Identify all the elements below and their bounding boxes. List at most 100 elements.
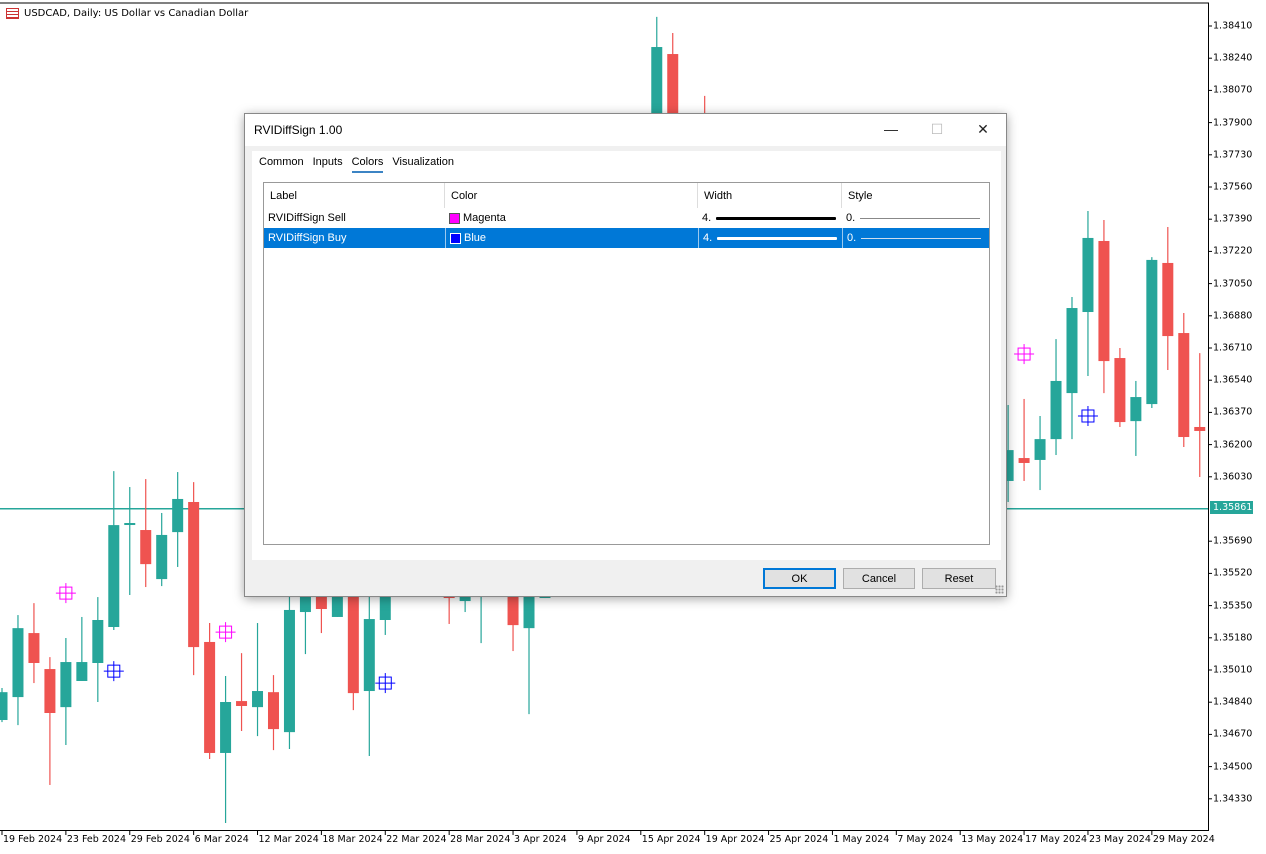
time-tick-label: 19 Feb 2024	[3, 834, 63, 845]
time-tick-label: 3 Apr 2024	[514, 834, 567, 845]
width-preview-line	[717, 236, 838, 240]
candle	[0, 687, 8, 723]
dialog-panel: Common Inputs Colors Visualization Label…	[252, 151, 1001, 560]
price-tick-label: 1.35180	[1213, 632, 1253, 644]
chart-window-icon	[6, 8, 19, 19]
candle	[124, 487, 136, 595]
dialog-title: RVIDiffSign 1.00	[254, 123, 343, 137]
width-value: 4.	[702, 212, 712, 224]
time-tick-label: 18 Mar 2024	[322, 834, 383, 845]
time-tick-label: 29 May 2024	[1152, 834, 1215, 845]
candle	[267, 675, 279, 751]
column-header-color[interactable]: Color	[445, 183, 698, 208]
indicator-properties-dialog: RVIDiffSign 1.00 — ☐ ✕ Common Inputs Col…	[244, 113, 1007, 597]
price-tick-label: 1.35010	[1213, 664, 1253, 676]
width-select[interactable]: 4.	[698, 228, 842, 248]
candle-body	[1146, 259, 1158, 405]
candle-body	[108, 525, 120, 628]
candle-body	[1162, 262, 1174, 337]
candle	[140, 479, 152, 588]
candle-body	[156, 534, 168, 580]
tab-colors[interactable]: Colors	[351, 155, 384, 173]
column-header-style[interactable]: Style	[848, 189, 873, 202]
candle-body	[1018, 458, 1030, 463]
candle-body	[28, 633, 40, 663]
maximize-button: ☐	[930, 120, 944, 137]
time-tick-label: 13 May 2024	[961, 834, 1024, 845]
candle	[156, 512, 168, 587]
buy-signal-marker	[375, 673, 396, 694]
candle-body	[188, 501, 200, 648]
candle-body	[236, 701, 248, 706]
candle-body	[283, 609, 295, 733]
width-preview-line	[716, 216, 837, 220]
time-tick-label: 19 Apr 2024	[705, 834, 765, 845]
candle	[92, 597, 104, 703]
time-tick-label: 1 May 2024	[833, 834, 890, 845]
candle	[76, 616, 88, 681]
reset-button[interactable]: Reset	[922, 568, 996, 589]
candle-body	[1050, 380, 1062, 440]
candle-body	[76, 662, 88, 681]
candle	[347, 575, 359, 711]
candle-body	[1066, 308, 1078, 394]
time-tick-label: 22 Mar 2024	[386, 834, 447, 845]
candle	[1018, 398, 1030, 481]
cancel-button[interactable]: Cancel	[843, 568, 915, 589]
candle-body	[363, 619, 375, 692]
candle	[1162, 226, 1174, 370]
tab-common[interactable]: Common	[259, 156, 304, 168]
close-button[interactable]: ✕	[977, 120, 989, 137]
candle-body	[1034, 439, 1046, 460]
price-tick-label: 1.37390	[1213, 213, 1253, 225]
width-select[interactable]: 4.	[698, 208, 842, 228]
candle-body	[204, 641, 216, 753]
candle-body	[1082, 237, 1094, 313]
dialog-titlebar[interactable]: RVIDiffSign 1.00 — ☐ ✕	[245, 114, 1006, 146]
sell-signal-marker	[215, 622, 236, 643]
color-swatch-icon	[449, 212, 460, 224]
minimize-button[interactable]: —	[884, 121, 898, 137]
style-value: 0.	[847, 232, 857, 244]
time-tick-label: 17 May 2024	[1025, 834, 1088, 845]
price-tick-label: 1.34330	[1213, 793, 1253, 805]
price-tick-label: 1.35690	[1213, 535, 1253, 547]
style-select[interactable]: 0.	[842, 208, 989, 228]
column-header-width[interactable]: Width	[698, 183, 842, 208]
candle-body	[379, 584, 391, 620]
table-row-buy[interactable]: RVIDiffSign Buy Blue 4. 0.	[264, 228, 989, 248]
candle-body	[315, 590, 327, 610]
candle-body	[44, 669, 56, 713]
tab-visualization[interactable]: Visualization	[392, 156, 454, 168]
candle	[363, 590, 375, 756]
sell-signal-marker	[55, 583, 76, 604]
table-row-sell[interactable]: RVIDiffSign Sell Magenta 4. 0.	[264, 208, 989, 228]
candle	[204, 623, 216, 760]
time-tick-label: 25 Apr 2024	[769, 834, 829, 845]
candle-body	[124, 523, 136, 526]
price-tick-label: 1.37900	[1213, 117, 1253, 129]
color-select[interactable]: Magenta	[445, 208, 698, 228]
candle	[1098, 219, 1110, 394]
time-tick-label: 29 Feb 2024	[130, 834, 190, 845]
candle-body	[92, 619, 104, 663]
color-select[interactable]: Blue	[445, 228, 698, 248]
time-tick-label: 23 Feb 2024	[66, 834, 126, 845]
buy-signal-marker	[103, 661, 124, 682]
color-name: Blue	[464, 232, 487, 244]
style-select[interactable]: 0.	[842, 228, 989, 248]
price-tick-label: 1.36200	[1213, 439, 1253, 451]
candle-body	[140, 530, 152, 565]
candle	[220, 676, 232, 824]
column-header-label[interactable]: Label	[264, 183, 445, 208]
colors-table: Label Color Width Style RVIDiffSign Sell…	[263, 182, 990, 545]
ok-button[interactable]: OK	[763, 568, 836, 589]
candle	[252, 623, 264, 737]
candle-body	[299, 596, 311, 613]
sell-signal-marker	[1014, 344, 1035, 365]
color-name: Magenta	[463, 212, 506, 224]
resize-grip[interactable]	[995, 585, 1004, 594]
price-tick-label: 1.36030	[1213, 471, 1253, 483]
tab-inputs[interactable]: Inputs	[312, 156, 343, 168]
time-tick-label: 15 Apr 2024	[641, 834, 701, 845]
